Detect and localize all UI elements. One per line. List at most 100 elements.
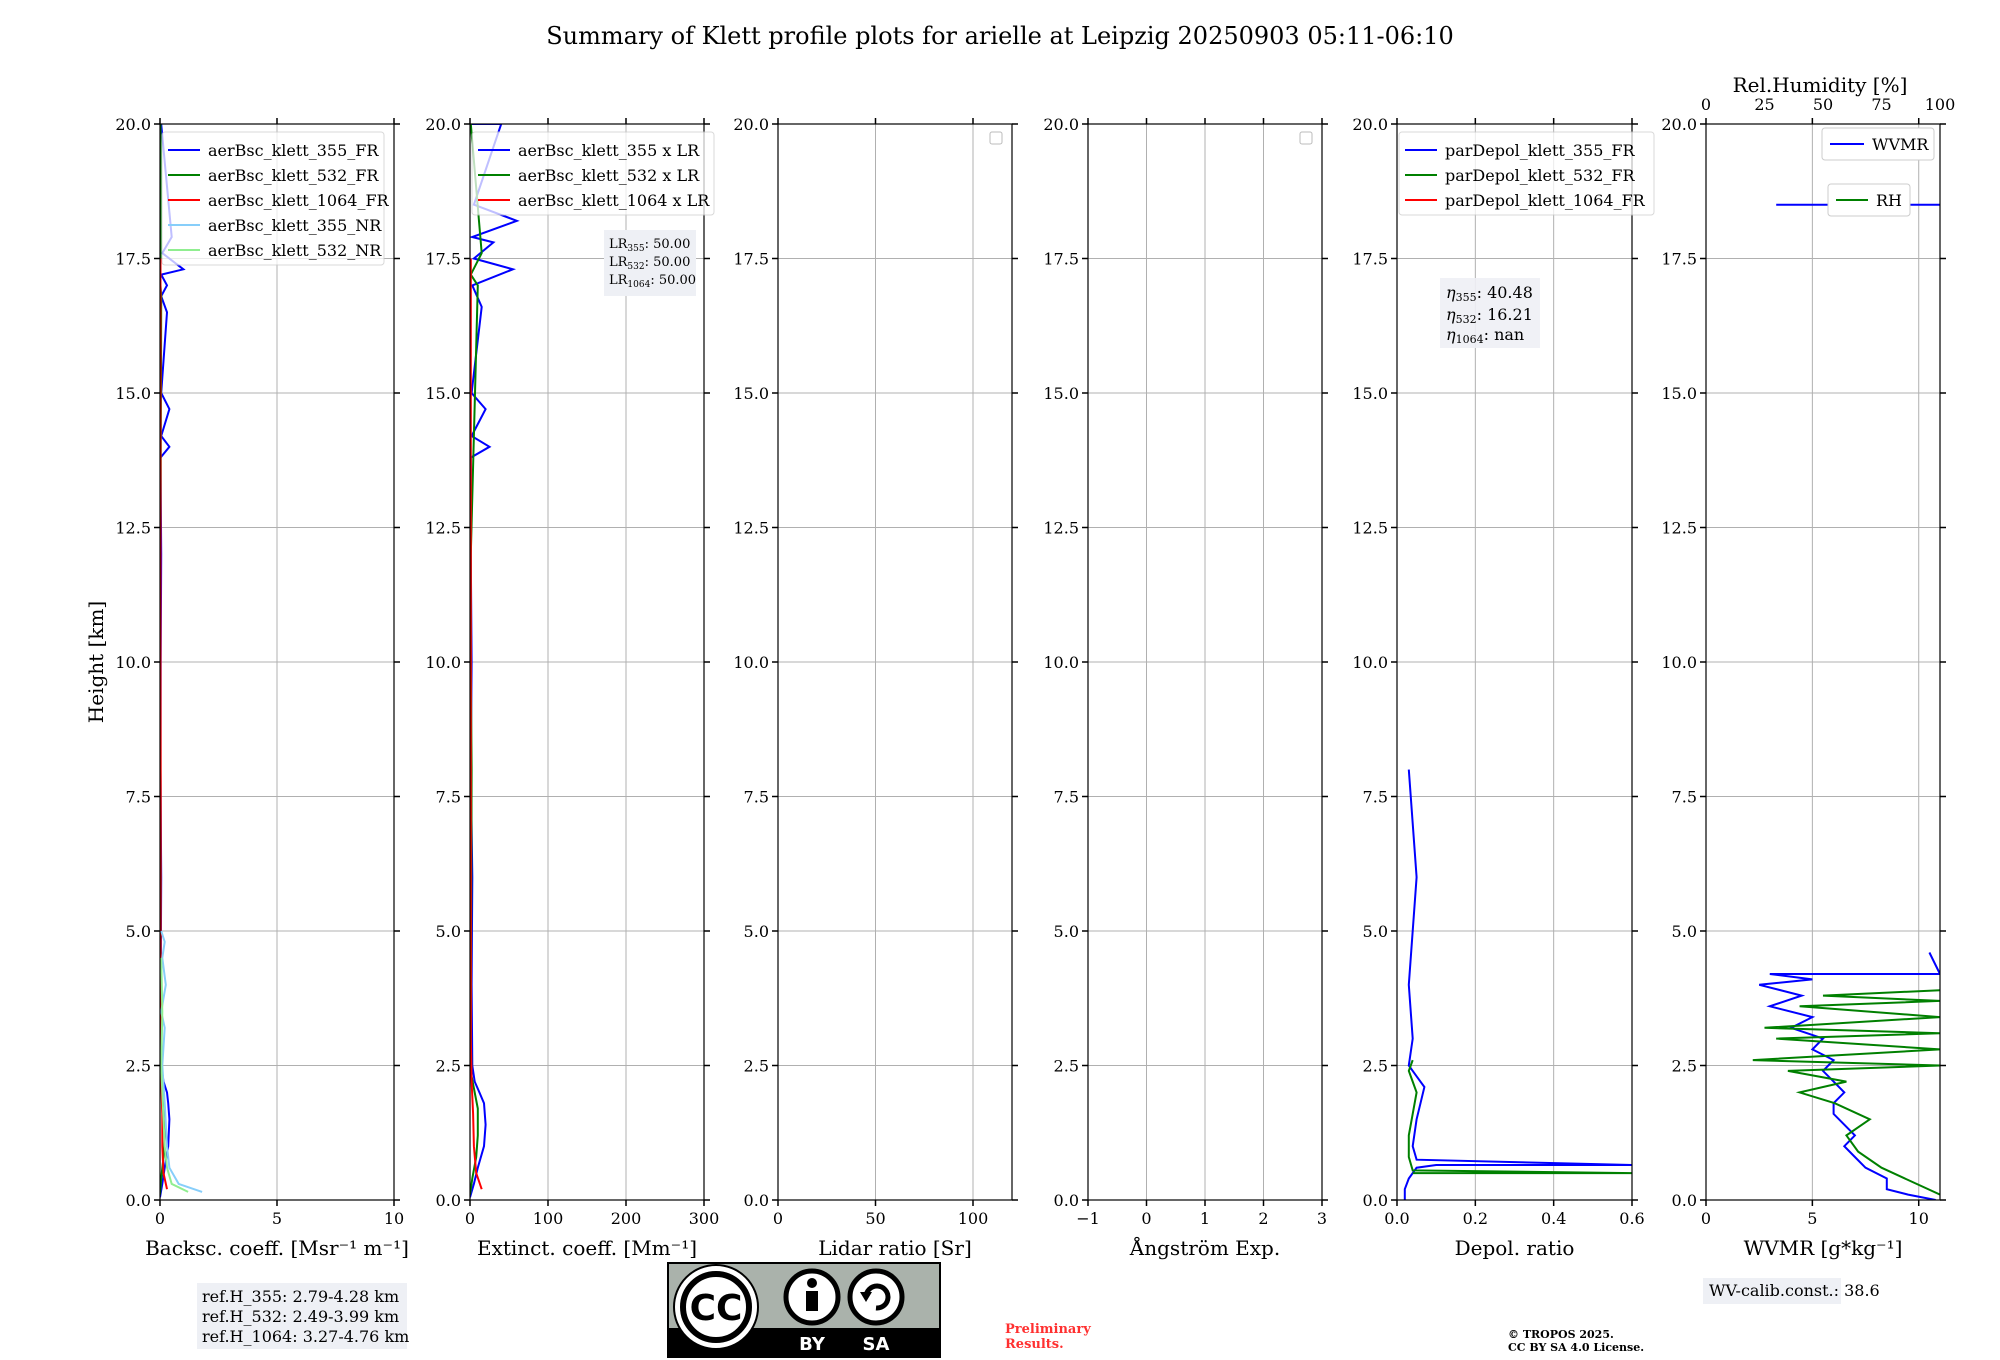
rh-axis-label: Rel.Humidity [%] [1733,73,1908,97]
legend-box [471,131,715,216]
legend: WVMR RH [1821,127,1935,217]
empty-legend-box [1299,131,1313,145]
eta-info-box: η355: 40.48 η532: 16.21 η1064: nan [1440,278,1540,348]
panel-4: 0.0 2.5 5.0 7.5 10.0 12.5 15.0 17.5 20.0 −1 0 1 2 3 Ån… [1043,115,1328,1260]
x-tick-label: 0.6 [1619,1209,1644,1228]
x-axis-label: WVMR [g*kg⁻¹] [1744,1236,1903,1260]
y-tick-label: 5.0 [1363,922,1388,941]
x-axis-label: Lidar ratio [Sr] [818,1236,972,1260]
x-tick-label: 0.4 [1541,1209,1566,1228]
y-tick-label: 15.0 [1352,384,1388,403]
ref-h-355: ref.H_355: 2.79-4.28 km [202,1287,399,1306]
y-tick-label: 20.0 [1661,115,1697,134]
y-tick-label: 2.5 [1054,1057,1079,1076]
y-tick-label: 15.0 [733,384,769,403]
preliminary-line-1: Preliminary [1005,1322,1091,1337]
y-tick-label: 7.5 [126,788,151,807]
x-tick-label: 300 [689,1209,720,1228]
y-tick-label: 10.0 [115,653,151,672]
y-tick-label: 17.5 [733,250,769,269]
wv-calib-text: WV-calib.const.: 38.6 [1709,1281,1880,1300]
y-tick-label: 12.5 [425,519,461,538]
eta-355: η355: 40.48 [1446,283,1533,304]
legend-entry: aerBsc_klett_532_FR [208,166,379,185]
y-tick-label: 17.5 [1043,250,1079,269]
x-tick-label: 200 [611,1209,642,1228]
figure-title: Summary of Klett profile plots for ariel… [546,22,1454,50]
rh-tick-label: 25 [1754,95,1774,114]
series-line-aerBsc_klett_355_NR [160,930,203,1193]
y-tick-label: 20.0 [115,115,151,134]
lr-532: LR532: 50.00 [609,255,690,272]
panel-6: 0.02.55.07.510.012.515.017.520.00 5 10WVMR… [1661,95,1955,1260]
y-tick-label: 5.0 [744,922,769,941]
rh-tick-label: 0 [1701,95,1711,114]
legend: aerBsc_klett_355 x LR aerBsc_klett_532 x … [471,131,715,216]
x-axis-label: Backsc. coeff. [Msr⁻¹ m⁻¹] [145,1236,409,1260]
legend: aerBsc_klett_355_FR aerBsc_klett_532_FRae… [161,131,390,266]
x-axis-label: Depol. ratio [1455,1236,1575,1260]
y-tick-label: 20.0 [733,115,769,134]
legend-entry: parDepol_klett_355_FR [1445,141,1636,160]
series-line-RH [1752,989,1940,1196]
ref-h-1064: ref.H_1064: 3.27-4.76 km [202,1327,409,1346]
legend-entry: aerBsc_klett_1064_FR [208,191,390,210]
x-tick-label: 100 [958,1209,989,1228]
lr-1064: LR1064: 50.00 [609,273,696,290]
y-tick-label: 7.5 [1054,788,1079,807]
copyright-line-1: © TROPOS 2025. [1508,1328,1614,1341]
x-tick-label: 10 [1909,1209,1929,1228]
eta-532: η532: 16.21 [1446,305,1533,326]
legend-entry: parDepol_klett_1064_FR [1445,191,1646,210]
x-tick-label: 0 [1701,1209,1711,1228]
ref-heights-box: ref.H_355: 2.79-4.28 km ref.H_532: 2.49-… [197,1283,409,1349]
panel-5: 0.0 2.5 5.0 7.5 10.0 12.5 15.0 17.5 20.0 0.0 0.2 0.… [1352,115,1655,1260]
by-text: BY [799,1334,826,1355]
y-tick-label: 5.0 [126,922,151,941]
legend-entry: RH [1876,191,1902,210]
x-tick-label: 0 [155,1209,165,1228]
panel-2: 0.0 2.5 5.0 7.5 10.0 12.5 15.0 17.5 20.0 0 100 200 3… [425,115,719,1260]
legend-entry: aerBsc_klett_355_FR [208,141,379,160]
y-tick-label: 10.0 [1043,653,1079,672]
y-tick-label: 0.0 [1054,1191,1079,1210]
x-tick-label: −1 [1076,1209,1100,1228]
y-tick-label: 15.0 [1043,384,1079,403]
eta-1064: η1064: nan [1446,325,1524,346]
legend-box [161,131,385,266]
legend-entry: aerBsc_klett_532 x LR [518,166,700,185]
y-tick-label: 0.0 [1363,1191,1388,1210]
series-line-parDepol_klett_532_FR [1407,1059,1632,1175]
y-tick-label: 20.0 [1043,115,1079,134]
y-tick-label: 7.5 [1363,788,1388,807]
x-tick-label: 0.0 [1384,1209,1409,1228]
y-tick-label: 0.0 [436,1191,461,1210]
y-tick-label: 15.0 [1661,384,1697,403]
y-tick-label: 2.5 [744,1057,769,1076]
x-tick-label: 0.2 [1463,1209,1488,1228]
x-axis-label: Ångström Exp. [1129,1235,1280,1260]
series-line-aerBsc_klett_1064 x LR [470,258,483,1190]
rh-tick-label: 100 [1925,95,1956,114]
y-tick-label: 17.5 [115,250,151,269]
preliminary-line-2: Results. [1005,1337,1064,1352]
cc-by-sa-logo: CC BY SA [667,1262,941,1358]
x-tick-label: 50 [865,1209,885,1228]
x-tick-label: 3 [1317,1209,1327,1228]
y-tick-label: 7.5 [744,788,769,807]
lr-355: LR355: 50.00 [609,237,690,254]
x-tick-label: 100 [533,1209,564,1228]
legend-box [1398,131,1655,216]
y-tick-label: 2.5 [436,1057,461,1076]
y-tick-label: 0.0 [126,1191,151,1210]
y-tick-label: 5.0 [1054,922,1079,941]
y-tick-label: 17.5 [1661,250,1697,269]
y-tick-label: 20.0 [425,115,461,134]
y-tick-label: 20.0 [1352,115,1388,134]
panel-1: 0.0 2.5 5.0 7.5 10.0 12.5 15.0 17.5 20.0 0 5 10 Back… [115,115,409,1260]
rh-tick-label: 75 [1871,95,1891,114]
x-tick-label: 0 [465,1209,475,1228]
ref-h-532: ref.H_532: 2.49-3.99 km [202,1307,399,1326]
sa-recycle-icon [847,1268,905,1326]
